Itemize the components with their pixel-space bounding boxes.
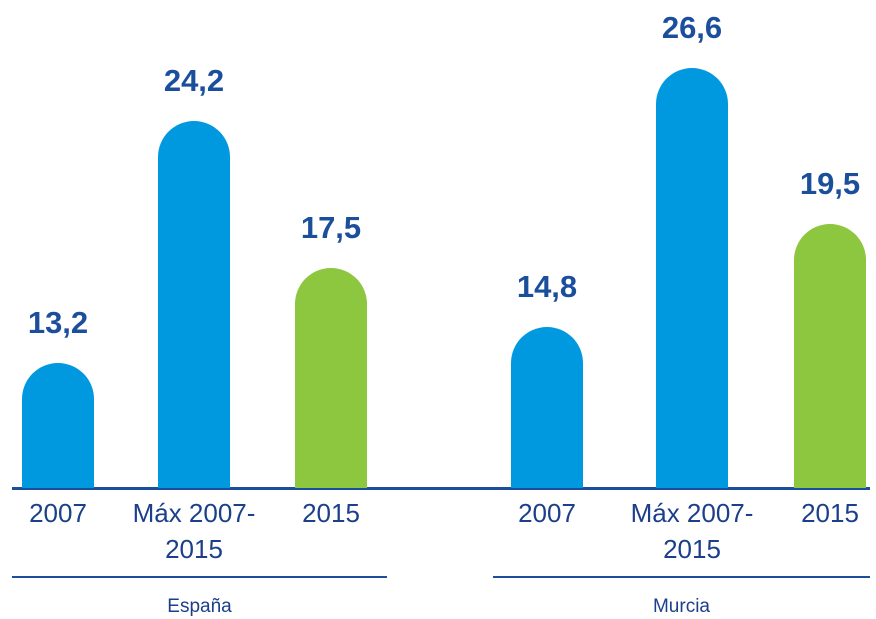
group-label: España <box>167 596 232 617</box>
x-tick-label: Máx 2007-2015 <box>132 498 256 564</box>
data-label: 19,5 <box>799 166 861 201</box>
x-tick-label: 2007 <box>518 498 576 528</box>
x-tick-label: 2015 <box>801 498 859 528</box>
group-line <box>12 576 387 578</box>
bar <box>794 224 866 488</box>
data-label: 13,2 <box>27 304 89 340</box>
x-tick-label: Máx 2007-2015 <box>630 498 754 564</box>
data-label: 14,8 <box>516 269 578 305</box>
bar <box>22 362 94 488</box>
bar <box>511 327 583 488</box>
data-label: 26,6 <box>661 9 723 45</box>
group-line <box>493 576 870 578</box>
bar <box>158 120 230 488</box>
group-label: Murcia <box>652 596 710 617</box>
baseline <box>12 487 870 490</box>
data-label: 17,5 <box>300 210 362 245</box>
bar <box>295 268 367 488</box>
data-label: 24,2 <box>163 62 225 98</box>
x-tick-label: 2007 <box>29 498 87 528</box>
x-tick-label: 2015 <box>302 498 360 528</box>
bar <box>656 67 728 488</box>
